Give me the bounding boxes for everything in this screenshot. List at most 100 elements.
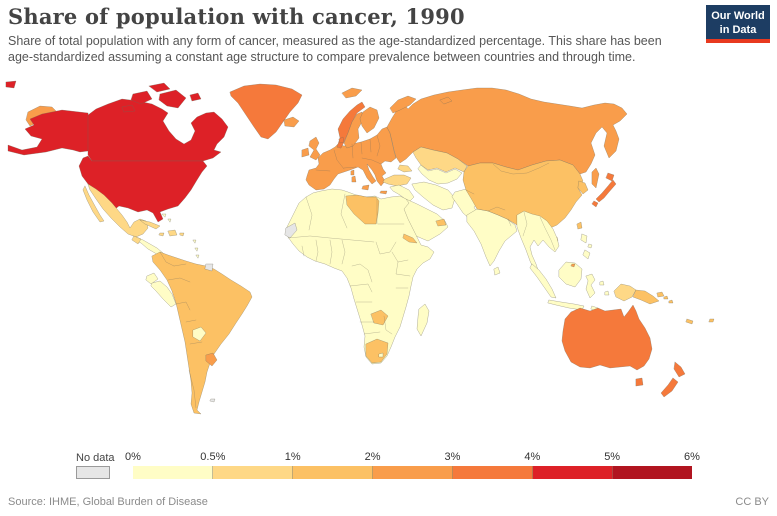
- country-puerto-rico[interactable]: [179, 232, 185, 237]
- country-canada-baffin-island[interactable]: [158, 89, 187, 109]
- country-japan-kyushu[interactable]: [591, 200, 599, 208]
- country-mexico-baja[interactable]: [82, 185, 105, 223]
- legend-bin-2-3%[interactable]: [373, 466, 453, 479]
- country-new-zealand-south[interactable]: [660, 377, 679, 398]
- legend-tick-2%: 2%: [364, 451, 381, 463]
- island-sumatra[interactable]: [529, 263, 557, 299]
- legend-bin-0-0.5%[interactable]: [133, 466, 213, 479]
- legend-bin-0.5-1%[interactable]: [213, 466, 293, 479]
- country-french-guiana[interactable]: [204, 263, 214, 272]
- country-lesotho[interactable]: [378, 352, 384, 358]
- country-australia[interactable]: [561, 304, 653, 371]
- legend-bin-1-2%[interactable]: [293, 466, 373, 479]
- country-libya[interactable]: [345, 194, 380, 225]
- no-data-label: No data: [76, 452, 115, 464]
- region-central-asia[interactable]: [417, 164, 463, 185]
- country-philippines[interactable]: [580, 233, 593, 260]
- country-uruguay[interactable]: [205, 352, 218, 367]
- country-iceland[interactable]: [283, 116, 300, 128]
- owid-logo-line1: Our World: [711, 10, 765, 22]
- country-japan-honshu[interactable]: [595, 179, 617, 203]
- islands-svalbard[interactable]: [341, 87, 363, 99]
- country-cuba[interactable]: [139, 219, 161, 230]
- legend-tick-3%: 3%: [444, 451, 461, 463]
- region-levant[interactable]: [389, 184, 415, 203]
- islands-lesser-antilles[interactable]: [192, 239, 200, 259]
- country-uae[interactable]: [435, 218, 447, 227]
- owid-logo[interactable]: Our World in Data: [706, 5, 770, 43]
- legend-bin-5-6%[interactable]: [613, 466, 692, 479]
- country-brunei[interactable]: [570, 263, 576, 268]
- legend-color-bar: [133, 466, 692, 479]
- country-turkey[interactable]: [382, 174, 412, 187]
- islands-moluccas[interactable]: [599, 280, 610, 296]
- country-japan-hokkaido[interactable]: [605, 172, 615, 182]
- legend-bin-4-5%[interactable]: [533, 466, 613, 479]
- island-fiji[interactable]: [708, 318, 715, 323]
- no-data-swatch[interactable]: [76, 466, 110, 479]
- island-sardinia[interactable]: [351, 175, 357, 183]
- country-jamaica[interactable]: [158, 232, 165, 237]
- subtitle-line-2: age-standardized assuming a constant age…: [8, 50, 636, 64]
- country-taiwan[interactable]: [576, 221, 583, 230]
- country-iran[interactable]: [411, 181, 456, 211]
- country-canada-ellesmere-island[interactable]: [148, 82, 171, 93]
- country-zambia[interactable]: [370, 309, 389, 326]
- islands-falkland[interactable]: [209, 398, 216, 403]
- island-novaya-zemlya[interactable]: [389, 95, 417, 114]
- region-west-papua[interactable]: [613, 283, 637, 302]
- island-severnaya-zemlya[interactable]: [439, 96, 453, 105]
- legend-bin-3-4%[interactable]: [453, 466, 533, 479]
- country-peru[interactable]: [150, 280, 177, 308]
- island-new-caledonia[interactable]: [685, 318, 694, 325]
- country-canada-victoria-island[interactable]: [130, 90, 153, 105]
- island-sicily[interactable]: [361, 184, 370, 191]
- country-canada-arctic-island[interactable]: [121, 104, 136, 113]
- legend-tick-5%: 5%: [604, 451, 621, 463]
- country-canada-arctic-island-2[interactable]: [189, 92, 202, 102]
- island-borneo[interactable]: [558, 261, 583, 288]
- internal-country-borders: [159, 134, 556, 409]
- country-denmark[interactable]: [338, 136, 345, 144]
- region-africa[interactable]: [285, 188, 435, 365]
- island-sulawesi[interactable]: [585, 273, 596, 299]
- country-paraguay[interactable]: [192, 326, 207, 342]
- region-mainland-southeast-asia[interactable]: [516, 210, 560, 274]
- islands-bahamas[interactable]: [161, 213, 172, 223]
- country-united-kingdom[interactable]: [308, 136, 321, 161]
- legend-tick-1%: 1%: [284, 451, 301, 463]
- country-greenland[interactable]: [229, 83, 303, 140]
- island-new-britain[interactable]: [656, 291, 665, 298]
- country-new-zealand-north[interactable]: [673, 361, 686, 378]
- country-south-africa[interactable]: [365, 338, 389, 364]
- island-tasmania[interactable]: [635, 377, 644, 387]
- owid-logo-accent-bar: [706, 39, 770, 43]
- license-link[interactable]: CC BY: [735, 496, 769, 508]
- country-eritrea[interactable]: [402, 233, 418, 244]
- country-hispaniola[interactable]: [167, 229, 178, 237]
- country-ireland[interactable]: [301, 147, 310, 158]
- country-western-sahara[interactable]: [284, 222, 298, 239]
- country-united-states-alaska[interactable]: [7, 109, 89, 156]
- island-sakhalin[interactable]: [591, 167, 600, 189]
- country-ecuador[interactable]: [145, 272, 159, 285]
- islands-solomon[interactable]: [663, 295, 674, 304]
- island-corsica[interactable]: [350, 169, 355, 176]
- country-sri-lanka[interactable]: [493, 266, 501, 276]
- country-canada-arctic-wrap[interactable]: [5, 80, 17, 89]
- country-norway[interactable]: [336, 101, 366, 149]
- region-caucasus[interactable]: [397, 164, 413, 173]
- country-united-states[interactable]: [78, 155, 208, 223]
- country-korea[interactable]: [577, 180, 589, 195]
- country-canada[interactable]: [87, 98, 229, 162]
- page-title: Share of population with cancer, 1990: [8, 4, 465, 29]
- country-guatemala[interactable]: [131, 235, 142, 245]
- island-crete[interactable]: [379, 190, 388, 195]
- owid-logo-line2: in Data: [719, 24, 757, 36]
- country-papua-new-guinea[interactable]: [632, 289, 660, 305]
- country-china[interactable]: [462, 159, 584, 230]
- country-finland[interactable]: [359, 106, 380, 134]
- country-madagascar[interactable]: [416, 303, 430, 337]
